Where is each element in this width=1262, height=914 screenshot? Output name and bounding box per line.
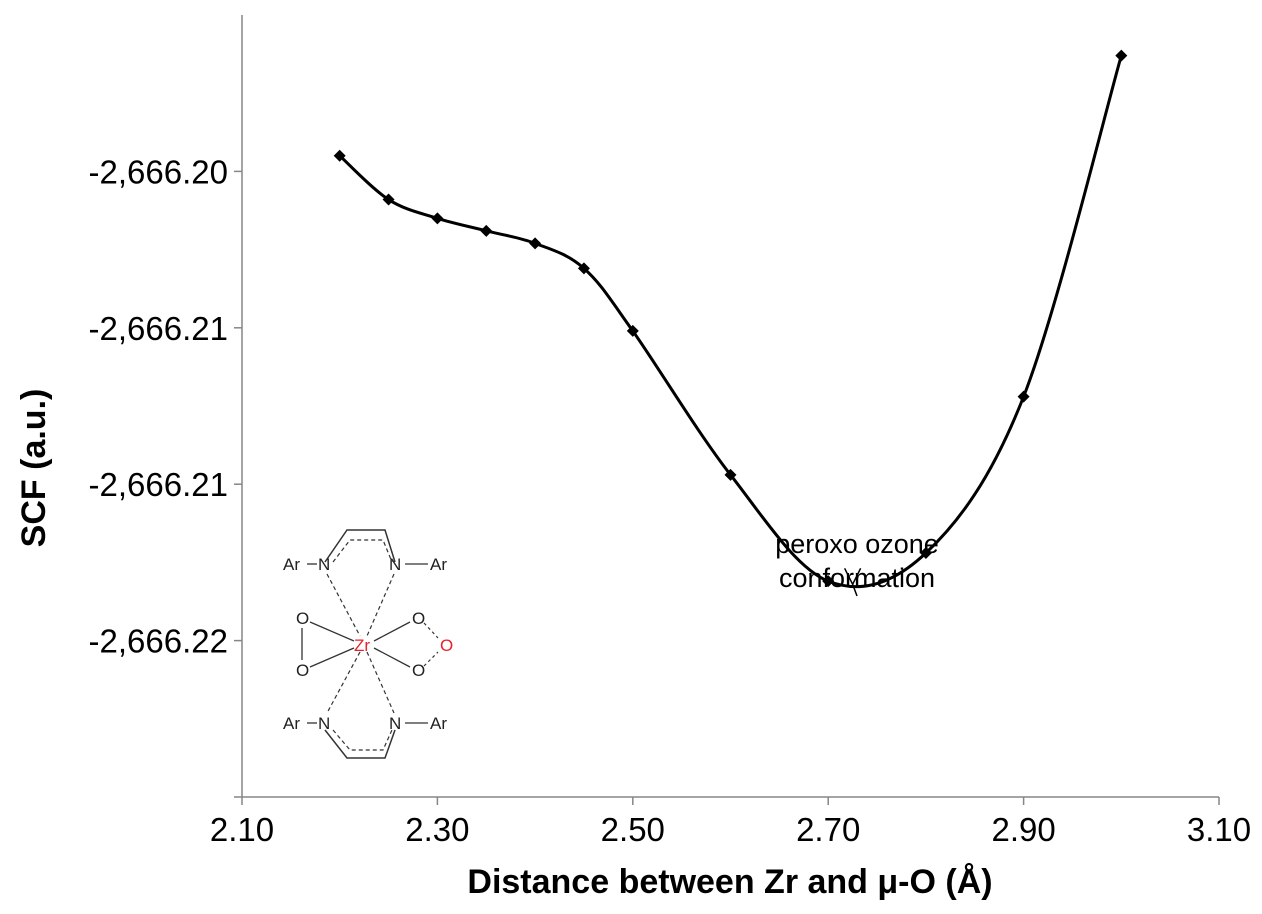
- y-tick-label: -2,666.22: [89, 623, 228, 660]
- data-point: [480, 224, 493, 237]
- structure-o-label: O: [296, 661, 309, 680]
- x-tick-label: 2.10: [210, 811, 274, 848]
- structure-n-label: N: [389, 555, 401, 574]
- data-point: [822, 575, 835, 588]
- annotation-arrow: [851, 584, 858, 597]
- x-tick-label: 2.50: [601, 811, 665, 848]
- structure-bond: [423, 622, 439, 639]
- structure-ar-label: Ar: [283, 714, 300, 733]
- axes: [234, 15, 1220, 805]
- annotation: peroxo ozone conformation: [775, 529, 939, 597]
- structure-o-label: O: [296, 609, 309, 628]
- structure-coord-bond: [366, 573, 395, 637]
- structure-top-ring: [324, 529, 396, 563]
- annotation-arrow-head: [843, 567, 862, 586]
- series-line: [338, 55, 1123, 589]
- data-point: [333, 149, 346, 162]
- data-point: [382, 193, 395, 206]
- structure-bond: [373, 621, 411, 642]
- markers: [333, 49, 1128, 588]
- data-point: [1115, 49, 1128, 62]
- data-point: [919, 547, 932, 560]
- series: [338, 55, 1123, 589]
- annotation-line-2: conformation: [779, 563, 935, 593]
- structure-ar-label: Ar: [430, 555, 447, 574]
- y-tick-label: -2,666.20: [89, 153, 228, 190]
- structure-ar-label: Ar: [283, 555, 300, 574]
- structure-bond: [309, 647, 355, 668]
- tick-labels: 2.10 2.30 2.50 2.70 2.90 3.10 -2,666.20 -2,666.…: [89, 153, 1252, 848]
- x-tick-label: 2.90: [991, 811, 1055, 848]
- data-point: [1017, 390, 1030, 403]
- structure-coord-bond: [326, 573, 361, 637]
- structure-coord-bond: [366, 651, 395, 714]
- annotation-line-1: peroxo ozone: [775, 529, 939, 559]
- data-point: [431, 212, 444, 225]
- structure-n-label: N: [318, 714, 330, 733]
- structure-o-red-label: O: [440, 636, 453, 655]
- structure-ar-label: Ar: [430, 714, 447, 733]
- structure-bond: [373, 647, 411, 668]
- data-point: [724, 468, 737, 481]
- structure-o-label: O: [412, 609, 425, 628]
- data-point: [626, 324, 639, 337]
- x-tick-label: 2.30: [405, 811, 469, 848]
- chemical-structure-diagram: Ar N N Ar Ar N N Ar O O Zr O O O: [283, 529, 453, 759]
- structure-top-ring-dashed: [332, 539, 393, 563]
- structure-bond: [309, 621, 355, 642]
- y-tick-label: -2,666.21: [89, 310, 228, 347]
- x-tick-label: 2.70: [796, 811, 860, 848]
- y-axis-title: SCF (a.u.): [15, 389, 53, 548]
- structure-n-label: N: [389, 714, 401, 733]
- structure-o-label: O: [412, 661, 425, 680]
- structure-coord-bond: [326, 651, 361, 714]
- structure-bottom-ring-dashed: [332, 729, 393, 751]
- structure-n-label: N: [318, 555, 330, 574]
- y-tick-label: -2,666.21: [89, 466, 228, 503]
- x-tick-label: 3.10: [1187, 811, 1251, 848]
- x-axis-title: Distance between Zr and μ-O (Å): [467, 863, 992, 901]
- structure-bottom-ring: [324, 729, 396, 759]
- structure-zr-label: Zr: [354, 636, 370, 655]
- data-point: [577, 262, 590, 275]
- structure-bond: [423, 651, 439, 667]
- data-point: [529, 237, 542, 250]
